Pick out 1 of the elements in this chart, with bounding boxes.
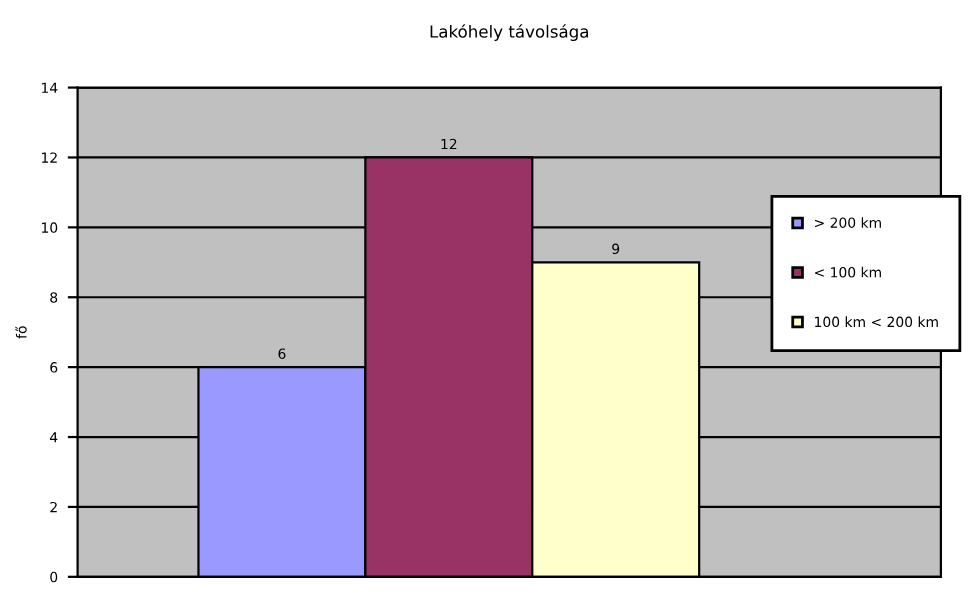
chart-title: Lakóhely távolsága: [430, 24, 588, 42]
